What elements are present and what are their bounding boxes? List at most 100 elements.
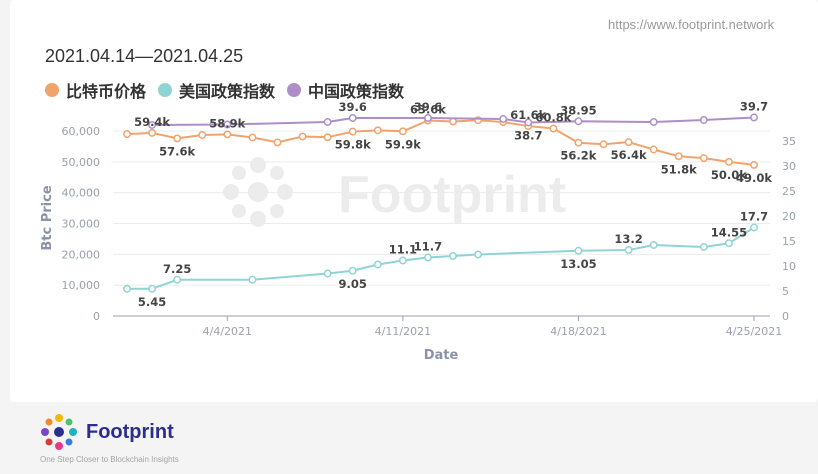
data-label: 38.7 xyxy=(514,129,542,143)
data-point[interactable] xyxy=(223,120,232,129)
data-point[interactable] xyxy=(424,114,432,122)
data-point[interactable] xyxy=(750,223,758,232)
legend-label-btc-price: 比特币价格 xyxy=(66,82,147,101)
data-point[interactable] xyxy=(524,118,533,127)
y-right-tick-label: 5 xyxy=(782,285,789,298)
data-point[interactable] xyxy=(599,140,608,149)
data-point[interactable] xyxy=(373,126,382,135)
data-point[interactable] xyxy=(148,121,157,129)
y-right-tick-label: 30 xyxy=(782,160,796,173)
data-point[interactable] xyxy=(248,133,257,142)
data-point[interactable] xyxy=(624,246,633,254)
data-label: 56.4k xyxy=(611,148,647,162)
data-point[interactable] xyxy=(699,154,708,163)
data-label: 51.8k xyxy=(661,162,697,176)
data-point[interactable] xyxy=(148,128,157,137)
chart-title: 2021.04.14—2021.04.25 xyxy=(45,46,244,66)
y-left-tick-label: 60,000 xyxy=(62,125,101,138)
data-point[interactable] xyxy=(624,138,633,147)
data-point[interactable] xyxy=(198,131,207,139)
data-point[interactable] xyxy=(699,243,708,251)
data-point[interactable] xyxy=(674,152,683,161)
data-label: 39.7 xyxy=(740,100,768,114)
data-point[interactable] xyxy=(574,246,583,255)
data-label: 59.4k xyxy=(134,115,170,129)
data-label: 5.45 xyxy=(138,295,166,309)
footprint-logo[interactable]: Footprint xyxy=(38,413,174,451)
data-label: 57.6k xyxy=(159,144,195,158)
data-point[interactable] xyxy=(348,266,357,275)
footprint-logo-icon xyxy=(41,414,77,450)
data-point[interactable] xyxy=(474,250,483,259)
data-point[interactable] xyxy=(123,284,131,293)
y-axis-label: Btc Price xyxy=(40,185,55,250)
data-point[interactable] xyxy=(549,124,558,133)
data-point[interactable] xyxy=(574,117,583,126)
series-line-0 xyxy=(126,119,755,166)
data-label: 56.2k xyxy=(560,149,596,163)
data-label: 9.05 xyxy=(339,277,367,291)
data-label: 7.25 xyxy=(163,262,191,276)
axes: 010,00020,00030,00040,00050,00060,000051… xyxy=(62,125,797,338)
series-layer xyxy=(123,113,758,293)
legend-label-us-policy-index: 美国政策指数 xyxy=(179,82,276,101)
legend-swatch-cn-policy-index xyxy=(287,83,302,97)
data-label: 14.55 xyxy=(711,225,747,239)
data-point[interactable] xyxy=(223,130,232,139)
chart-card xyxy=(10,0,818,402)
data-point[interactable] xyxy=(574,138,583,147)
y-right-tick-label: 15 xyxy=(782,235,796,248)
source-url[interactable]: https://www.footprint.network xyxy=(608,17,775,32)
data-point[interactable] xyxy=(750,160,758,169)
footer-tagline: One Step Closer to Blockchain Insights xyxy=(40,455,179,464)
data-point[interactable] xyxy=(398,127,407,136)
data-point[interactable] xyxy=(148,284,157,293)
line-chart: Footprint 0 10,000 20,000 30,000 40,000 50,00… xyxy=(40,100,797,364)
data-point[interactable] xyxy=(750,113,758,122)
legend-item-cn-policy-index[interactable]: 中国政策指数 xyxy=(287,78,404,102)
data-point[interactable] xyxy=(348,114,357,122)
data-point[interactable] xyxy=(398,256,407,265)
data-label: 39.6 xyxy=(414,100,442,114)
x-tick-label: 4/4/2021 xyxy=(203,325,252,338)
legend-item-us-policy-index[interactable]: 美国政策指数 xyxy=(158,78,275,102)
data-point[interactable] xyxy=(323,118,332,126)
y-left-tick-label: 20,000 xyxy=(62,248,101,261)
y-left-tick-label: 10,000 xyxy=(62,279,101,292)
y-right-tick-label: 10 xyxy=(782,260,796,273)
data-point[interactable] xyxy=(649,241,658,249)
footprint-watermark: Footprint xyxy=(223,157,566,227)
data-point[interactable] xyxy=(248,275,257,284)
data-label: 50.0k xyxy=(711,168,747,182)
data-point[interactable] xyxy=(173,275,182,284)
legend-swatch-us-policy-index xyxy=(158,83,173,97)
data-point[interactable] xyxy=(323,133,332,142)
data-point[interactable] xyxy=(373,260,382,269)
data-point[interactable] xyxy=(649,145,658,154)
x-tick-label: 4/11/2021 xyxy=(375,325,431,338)
data-label: 11.1 xyxy=(389,243,417,257)
y-right-tick-label: 0 xyxy=(782,310,789,323)
data-point[interactable] xyxy=(424,253,432,262)
data-point[interactable] xyxy=(699,116,708,124)
data-point[interactable] xyxy=(298,132,307,141)
data-label: 17.7 xyxy=(740,210,768,224)
data-point[interactable] xyxy=(449,252,457,260)
y-left-tick-label: 0 xyxy=(93,310,100,323)
x-tick-label: 4/25/2021 xyxy=(726,325,782,338)
data-point[interactable] xyxy=(348,127,357,136)
data-label: 13.2 xyxy=(614,232,642,246)
data-point[interactable] xyxy=(649,118,658,126)
data-label: 63.6k xyxy=(410,103,446,117)
data-point[interactable] xyxy=(724,157,733,166)
data-label: 59.8k xyxy=(335,138,371,152)
footer-brand: Footprint xyxy=(86,420,174,443)
data-point[interactable] xyxy=(123,130,131,139)
legend-item-btc-price[interactable]: 比特币价格 xyxy=(45,78,146,102)
data-point[interactable] xyxy=(724,239,733,248)
data-label: 49.0k xyxy=(736,171,772,185)
data-point[interactable] xyxy=(273,138,282,147)
data-point[interactable] xyxy=(323,269,332,278)
data-point[interactable] xyxy=(499,115,508,123)
data-point[interactable] xyxy=(173,134,182,143)
